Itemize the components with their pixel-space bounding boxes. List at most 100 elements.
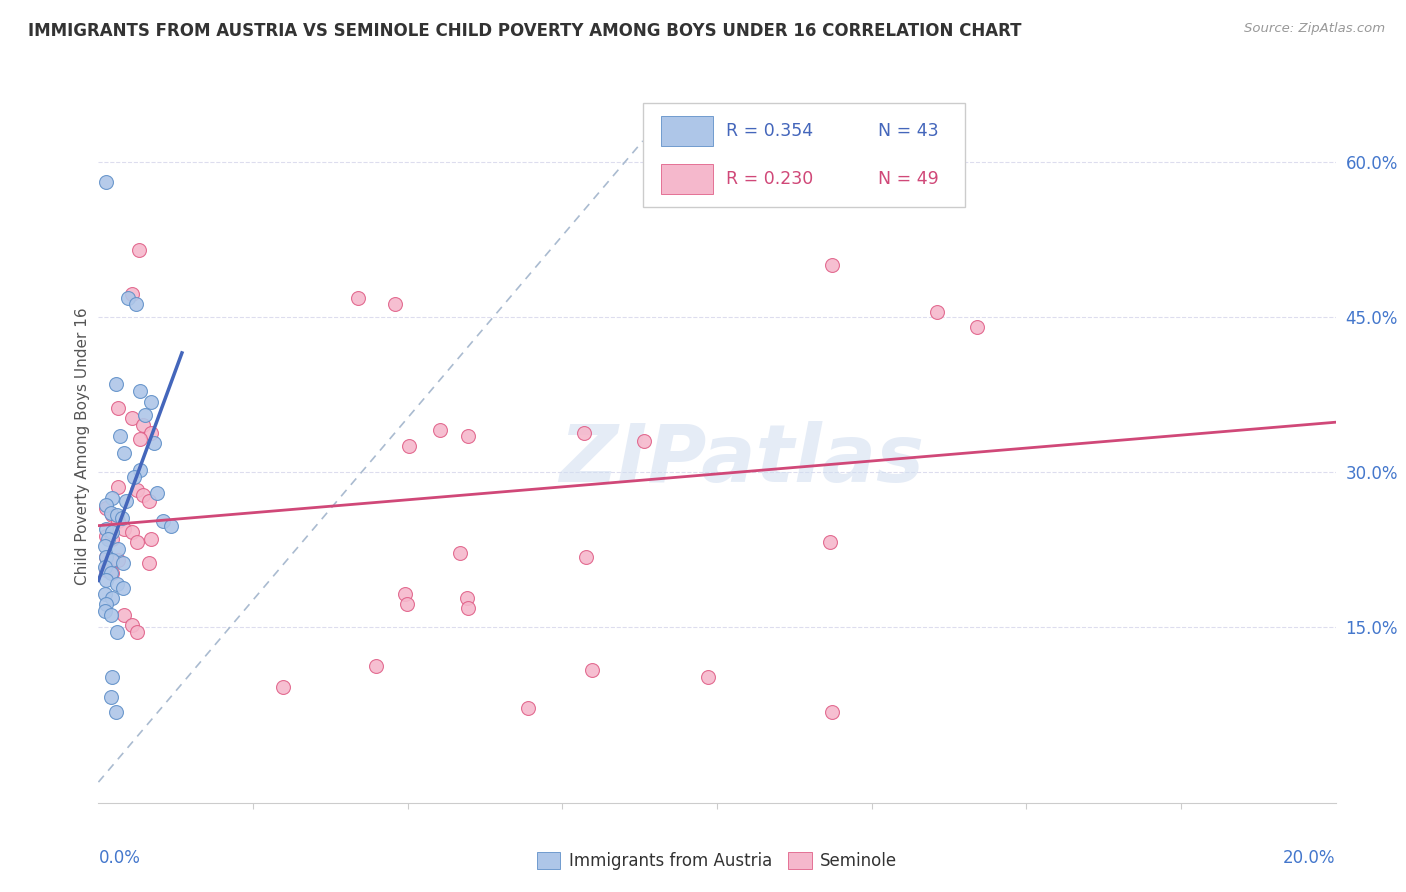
Text: R = 0.354: R = 0.354 — [725, 122, 813, 140]
FancyBboxPatch shape — [661, 116, 713, 146]
Point — [105, 576, 128, 591]
Point — [107, 553, 129, 567]
Point — [107, 515, 129, 529]
Point — [112, 607, 135, 622]
Point — [94, 549, 117, 564]
Point — [121, 287, 143, 301]
Point — [94, 563, 117, 577]
Point — [820, 705, 842, 719]
Point — [105, 508, 128, 523]
Point — [108, 428, 131, 442]
Point — [101, 553, 124, 567]
Text: ZIPatlas: ZIPatlas — [560, 421, 924, 500]
Point — [100, 690, 122, 705]
Point — [143, 436, 166, 450]
Point — [101, 532, 124, 546]
Point — [101, 591, 124, 605]
Legend: Immigrants from Austria, Seminole: Immigrants from Austria, Seminole — [530, 845, 904, 877]
Point — [129, 463, 152, 477]
Point — [575, 549, 598, 564]
Point — [966, 320, 988, 334]
Point — [398, 439, 420, 453]
FancyBboxPatch shape — [643, 103, 965, 207]
Point — [121, 618, 143, 632]
Point — [138, 556, 160, 570]
Point — [112, 556, 135, 570]
Point — [101, 524, 124, 539]
Text: R = 0.230: R = 0.230 — [725, 170, 813, 188]
Point — [112, 446, 135, 460]
Point — [134, 408, 156, 422]
Point — [101, 508, 124, 523]
Point — [107, 480, 129, 494]
Point — [457, 601, 479, 615]
Point — [146, 485, 169, 500]
Point — [394, 587, 416, 601]
Point — [111, 511, 134, 525]
Point — [347, 291, 370, 305]
Point — [696, 670, 718, 684]
Point — [572, 425, 595, 440]
Point — [517, 700, 540, 714]
Point — [129, 384, 152, 399]
Point — [94, 522, 117, 536]
Point — [125, 535, 148, 549]
Point — [105, 625, 128, 640]
Point — [139, 425, 162, 440]
Point — [395, 597, 418, 611]
Point — [94, 501, 117, 516]
Point — [100, 566, 122, 581]
Point — [818, 535, 841, 549]
Point — [456, 591, 478, 605]
Point — [125, 625, 148, 640]
Point — [128, 243, 150, 257]
Point — [97, 532, 120, 546]
Point — [94, 549, 117, 564]
Point — [104, 705, 127, 719]
Point — [121, 411, 143, 425]
Point — [93, 605, 115, 619]
Point — [94, 175, 117, 189]
Point — [100, 506, 122, 520]
Point — [633, 434, 655, 448]
Point — [139, 394, 162, 409]
Text: N = 43: N = 43 — [877, 122, 939, 140]
Point — [129, 432, 152, 446]
Point — [152, 515, 174, 529]
Point — [132, 487, 155, 501]
Point — [132, 418, 155, 433]
Point — [125, 483, 148, 498]
Point — [124, 470, 146, 484]
Point — [94, 597, 117, 611]
Point — [112, 581, 135, 595]
Point — [101, 491, 124, 505]
Point — [112, 522, 135, 536]
Text: 20.0%: 20.0% — [1284, 849, 1336, 867]
Point — [104, 376, 127, 391]
Point — [94, 529, 117, 543]
Point — [925, 304, 948, 318]
Point — [121, 524, 143, 539]
Point — [115, 493, 138, 508]
Point — [94, 574, 117, 588]
Point — [124, 297, 146, 311]
Point — [429, 424, 451, 438]
Point — [139, 532, 162, 546]
Point — [93, 539, 115, 553]
Point — [101, 670, 124, 684]
Point — [457, 428, 479, 442]
Text: N = 49: N = 49 — [877, 170, 939, 188]
Point — [117, 291, 139, 305]
Point — [160, 518, 183, 533]
Point — [101, 566, 124, 581]
Point — [93, 560, 115, 574]
Point — [364, 659, 387, 673]
Point — [581, 664, 603, 678]
Text: IMMIGRANTS FROM AUSTRIA VS SEMINOLE CHILD POVERTY AMONG BOYS UNDER 16 CORRELATIO: IMMIGRANTS FROM AUSTRIA VS SEMINOLE CHIL… — [28, 22, 1022, 40]
Point — [94, 498, 117, 512]
Text: Source: ZipAtlas.com: Source: ZipAtlas.com — [1244, 22, 1385, 36]
Point — [138, 493, 160, 508]
Point — [820, 258, 842, 272]
Text: 0.0%: 0.0% — [98, 849, 141, 867]
Y-axis label: Child Poverty Among Boys Under 16: Child Poverty Among Boys Under 16 — [75, 307, 90, 585]
